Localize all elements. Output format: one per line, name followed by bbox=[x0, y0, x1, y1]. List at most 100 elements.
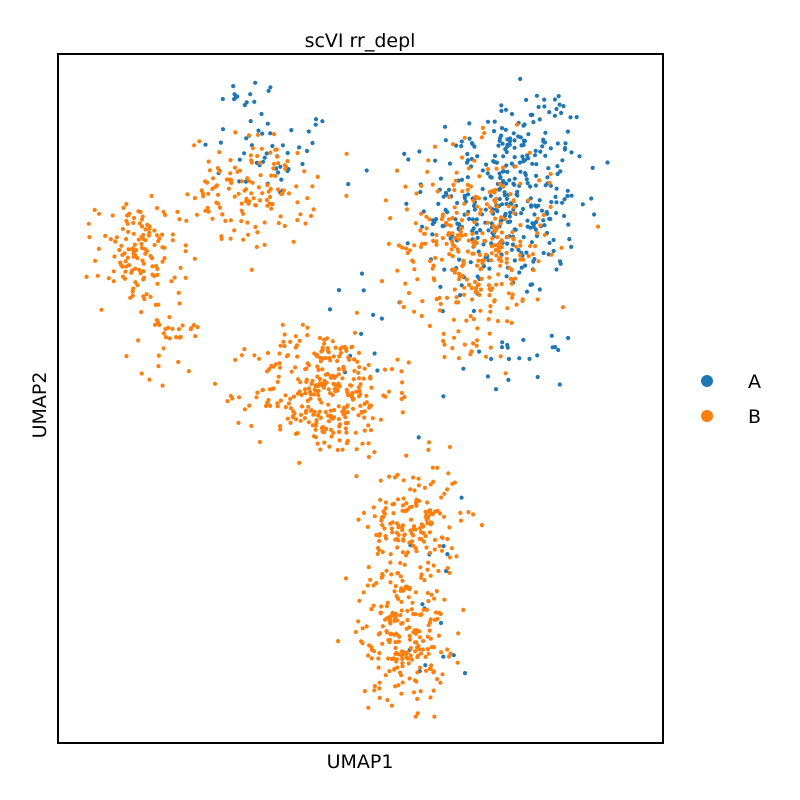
data-point bbox=[244, 187, 249, 192]
data-point bbox=[406, 595, 411, 600]
data-point bbox=[471, 341, 476, 346]
data-point bbox=[490, 236, 495, 241]
data-point bbox=[458, 510, 463, 515]
data-point bbox=[147, 226, 152, 231]
data-point bbox=[392, 667, 397, 672]
data-point bbox=[428, 550, 433, 556]
data-point bbox=[492, 229, 497, 234]
data-point bbox=[560, 158, 565, 163]
data-point bbox=[540, 144, 545, 149]
data-point bbox=[111, 279, 116, 284]
data-point bbox=[412, 628, 417, 633]
data-point bbox=[462, 201, 467, 206]
data-point bbox=[177, 301, 182, 306]
data-point bbox=[521, 235, 526, 240]
data-point bbox=[512, 145, 517, 150]
data-point bbox=[268, 150, 273, 155]
data-point bbox=[497, 187, 502, 192]
data-point bbox=[365, 524, 370, 530]
data-point bbox=[324, 426, 329, 432]
data-point bbox=[319, 400, 324, 405]
data-point bbox=[429, 592, 434, 597]
data-point bbox=[502, 193, 507, 198]
data-point bbox=[528, 112, 533, 117]
data-point bbox=[335, 358, 340, 364]
data-point bbox=[537, 287, 542, 292]
data-point bbox=[291, 409, 296, 414]
data-point bbox=[372, 514, 377, 519]
data-point bbox=[408, 517, 414, 522]
data-point bbox=[348, 383, 353, 388]
data-point bbox=[346, 393, 351, 398]
data-point bbox=[438, 176, 443, 181]
data-point bbox=[532, 153, 538, 158]
data-point bbox=[428, 520, 433, 525]
data-point bbox=[431, 669, 436, 674]
data-point bbox=[326, 350, 331, 355]
data-point bbox=[311, 412, 316, 417]
data-point bbox=[326, 413, 331, 418]
data-point bbox=[341, 364, 346, 369]
data-point bbox=[356, 376, 362, 381]
data-point bbox=[512, 258, 517, 263]
data-point bbox=[404, 626, 409, 631]
data-point bbox=[435, 189, 440, 194]
data-point bbox=[303, 391, 308, 396]
data-point bbox=[344, 430, 349, 435]
data-point bbox=[536, 259, 541, 264]
data-point bbox=[549, 252, 554, 257]
data-point bbox=[368, 374, 373, 379]
data-point bbox=[131, 254, 136, 259]
data-point bbox=[470, 251, 475, 256]
data-point bbox=[380, 641, 385, 646]
data-point bbox=[267, 194, 273, 199]
data-point bbox=[526, 132, 531, 137]
data-point bbox=[419, 612, 424, 617]
data-point bbox=[420, 299, 425, 304]
data-point bbox=[112, 254, 117, 259]
data-point bbox=[371, 583, 376, 588]
data-point bbox=[465, 212, 470, 217]
data-point bbox=[305, 398, 310, 403]
data-point bbox=[379, 518, 384, 523]
data-point bbox=[232, 194, 237, 199]
data-point bbox=[392, 589, 397, 594]
data-point bbox=[417, 647, 422, 652]
data-point bbox=[568, 115, 573, 120]
data-point bbox=[362, 409, 367, 414]
data-point bbox=[375, 551, 380, 557]
data-point bbox=[265, 400, 270, 405]
data-point bbox=[419, 183, 424, 188]
data-point bbox=[247, 199, 252, 204]
data-point bbox=[459, 177, 465, 182]
data-point bbox=[139, 371, 144, 376]
data-point bbox=[385, 600, 390, 605]
data-point bbox=[140, 214, 145, 219]
data-point bbox=[125, 255, 130, 260]
data-point bbox=[314, 421, 319, 426]
data-point bbox=[457, 257, 462, 262]
data-point bbox=[495, 318, 500, 324]
data-point bbox=[393, 684, 398, 689]
data-point bbox=[388, 618, 393, 623]
data-point bbox=[497, 138, 502, 143]
data-point bbox=[156, 239, 161, 244]
data-point bbox=[128, 295, 133, 300]
data-point bbox=[130, 268, 135, 273]
data-point bbox=[261, 159, 266, 164]
data-point bbox=[322, 440, 327, 445]
data-point bbox=[375, 545, 381, 551]
data-point bbox=[470, 297, 475, 302]
data-point bbox=[199, 188, 204, 193]
data-point bbox=[377, 533, 382, 538]
data-point bbox=[384, 568, 389, 573]
data-point bbox=[365, 583, 370, 588]
data-point bbox=[399, 599, 404, 605]
data-point bbox=[494, 282, 499, 287]
data-point bbox=[389, 703, 394, 708]
data-point bbox=[404, 453, 409, 458]
data-point bbox=[276, 374, 281, 379]
data-point bbox=[529, 240, 535, 245]
data-point bbox=[491, 224, 496, 229]
data-point bbox=[141, 294, 146, 299]
